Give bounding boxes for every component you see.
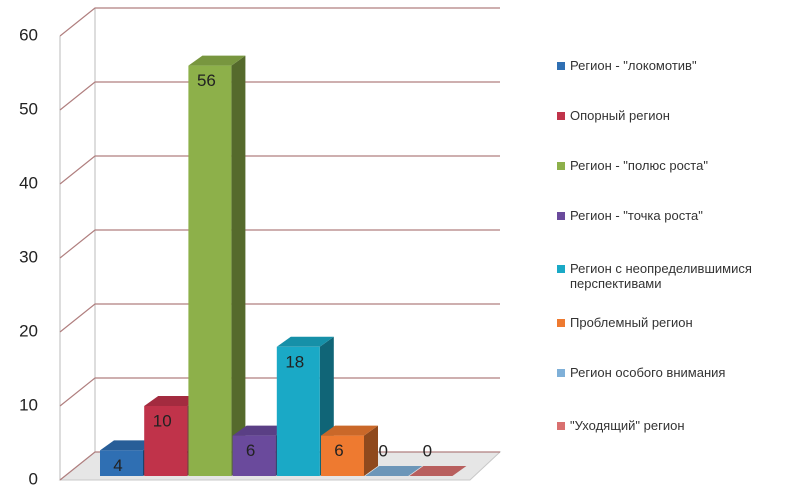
y-tick-label: 50	[19, 99, 38, 118]
y-tick-label: 30	[19, 247, 38, 266]
grid-line	[59, 377, 500, 407]
data-label: 0	[378, 441, 387, 460]
data-label: 0	[423, 441, 432, 460]
legend-label: Регион - "локомотив"	[570, 58, 697, 73]
legend-item: Регион - "локомотив"	[557, 58, 792, 73]
legend-swatch	[557, 422, 565, 430]
data-label: 56	[197, 71, 216, 90]
legend-label: Регион - "полюс роста"	[570, 158, 708, 173]
legend-swatch	[557, 162, 565, 170]
legend-swatch	[557, 62, 565, 70]
bar-top	[321, 425, 378, 436]
bar	[276, 336, 334, 476]
bar-side	[231, 55, 246, 476]
bar-top	[232, 425, 290, 436]
data-label: 18	[285, 352, 304, 371]
y-tick-label: 60	[19, 25, 38, 44]
legend-swatch	[557, 112, 565, 120]
bar	[365, 466, 423, 476]
legend-item: Регион - "точка роста"	[557, 208, 792, 223]
bar-front	[276, 346, 320, 476]
y-tick-label: 40	[19, 173, 38, 192]
grid-line	[59, 81, 500, 111]
y-tick-label: 20	[19, 321, 38, 340]
bar-top	[409, 466, 467, 476]
data-label: 6	[246, 441, 255, 460]
bar-top	[276, 336, 334, 347]
bar-front	[144, 406, 188, 476]
bar-front	[100, 450, 143, 476]
legend-item: Регион - "полюс роста"	[557, 158, 792, 173]
y-tick-label: 10	[19, 395, 38, 414]
bar	[188, 55, 246, 476]
grid-line	[59, 303, 500, 333]
grid-line	[59, 229, 500, 259]
bar-top	[100, 440, 157, 451]
bar-front	[321, 435, 364, 476]
legend-swatch	[557, 319, 565, 327]
bar	[409, 466, 467, 476]
legend-swatch	[557, 212, 565, 220]
legend-label: "Уходящий" регион	[570, 418, 685, 433]
bar-front	[232, 435, 276, 476]
legend-item: "Уходящий" регион	[557, 418, 792, 433]
bar-top	[188, 55, 246, 66]
legend-item: Опорный регион	[557, 108, 792, 123]
legend-item: Проблемный регион	[557, 315, 792, 330]
bar-side	[364, 425, 378, 476]
data-label: 10	[153, 411, 172, 430]
legend-swatch	[557, 265, 565, 273]
bar-top	[365, 466, 423, 476]
grid-line	[59, 155, 500, 185]
legend-label: Регион особого внимания	[570, 365, 726, 380]
data-label: 6	[334, 441, 343, 460]
legend-label: Регион с неопределившимися перспективами	[570, 261, 752, 291]
grid-line	[59, 7, 500, 37]
bar-top	[144, 396, 202, 406]
legend-label: Проблемный регион	[570, 315, 693, 330]
legend-item: Регион с неопределившимися перспективами	[557, 261, 792, 291]
data-label: 4	[113, 456, 122, 475]
legend-label: Регион - "точка роста"	[570, 208, 703, 223]
bar	[321, 425, 378, 476]
bar-front	[188, 65, 232, 476]
legend-swatch	[557, 369, 565, 377]
legend-label: Опорный регион	[570, 108, 670, 123]
legend-item: Регион особого внимания	[557, 365, 792, 380]
y-tick-label: 0	[29, 469, 38, 488]
